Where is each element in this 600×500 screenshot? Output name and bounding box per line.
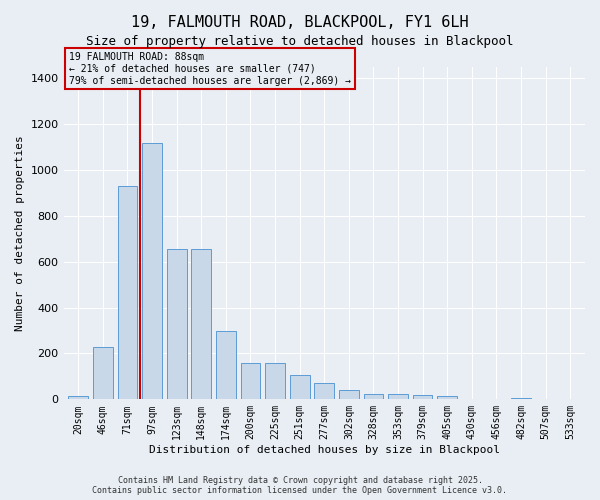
Bar — [167, 249, 187, 400]
Bar — [241, 362, 260, 400]
Bar — [413, 394, 433, 400]
Bar — [265, 362, 285, 400]
Y-axis label: Number of detached properties: Number of detached properties — [15, 136, 25, 331]
Text: 19, FALMOUTH ROAD, BLACKPOOL, FY1 6LH: 19, FALMOUTH ROAD, BLACKPOOL, FY1 6LH — [131, 15, 469, 30]
Text: Size of property relative to detached houses in Blackpool: Size of property relative to detached ho… — [86, 35, 514, 48]
Text: 19 FALMOUTH ROAD: 88sqm
← 21% of detached houses are smaller (747)
79% of semi-d: 19 FALMOUTH ROAD: 88sqm ← 21% of detache… — [69, 52, 351, 86]
Bar — [216, 330, 236, 400]
Bar — [118, 186, 137, 400]
Bar — [339, 390, 359, 400]
Bar — [388, 394, 408, 400]
Bar — [191, 249, 211, 400]
Bar — [290, 376, 310, 400]
Bar — [93, 346, 113, 400]
Text: Contains HM Land Registry data © Crown copyright and database right 2025.
Contai: Contains HM Land Registry data © Crown c… — [92, 476, 508, 495]
Bar — [142, 142, 162, 400]
X-axis label: Distribution of detached houses by size in Blackpool: Distribution of detached houses by size … — [149, 445, 500, 455]
Bar — [437, 396, 457, 400]
Bar — [511, 398, 531, 400]
Bar — [68, 396, 88, 400]
Bar — [364, 394, 383, 400]
Bar — [314, 384, 334, 400]
